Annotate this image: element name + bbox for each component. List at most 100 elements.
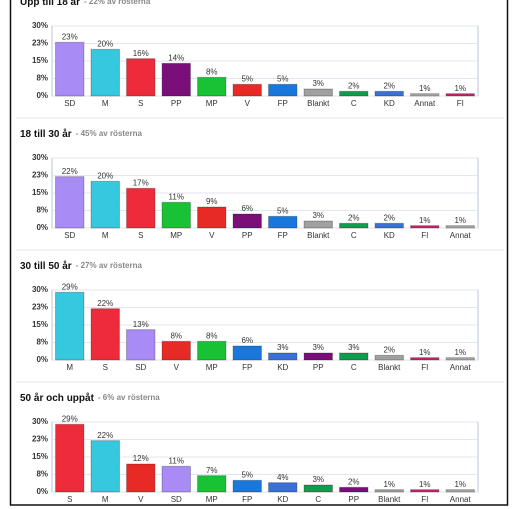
value-label: 3% <box>277 343 289 352</box>
bar <box>374 489 404 493</box>
value-label: 3% <box>312 475 324 484</box>
bar <box>197 475 227 493</box>
value-label: 3% <box>348 343 360 352</box>
bar <box>126 463 156 493</box>
bar <box>303 220 333 229</box>
value-label: 20% <box>97 171 113 180</box>
value-label: 1% <box>454 216 466 225</box>
x-tick-label: Blankt <box>307 231 330 240</box>
bar <box>339 486 369 493</box>
value-label: 6% <box>241 336 253 345</box>
value-label: 4% <box>277 473 289 482</box>
x-tick-label: KD <box>384 99 395 108</box>
bar <box>55 41 85 97</box>
x-tick-label: Annat <box>414 99 436 108</box>
section-title: 18 till 30 år - 45% av rösterna <box>20 128 143 140</box>
bar <box>161 62 191 97</box>
x-tick-label: MP <box>170 231 182 240</box>
y-tick-label: 30% <box>32 21 48 30</box>
value-label: 1% <box>419 84 431 93</box>
bar <box>410 93 440 97</box>
x-tick-label: Annat <box>450 363 472 372</box>
y-tick-label: 8% <box>36 338 48 347</box>
bar <box>197 76 227 97</box>
bar <box>126 58 156 97</box>
bar <box>232 479 262 493</box>
value-label: 2% <box>348 81 360 90</box>
x-tick-label: SD <box>64 231 75 240</box>
bar <box>303 88 333 97</box>
value-label: 22% <box>97 431 113 440</box>
value-label: 2% <box>383 213 395 222</box>
value-label: 20% <box>97 39 113 48</box>
x-tick-label: V <box>209 231 215 240</box>
value-label: 22% <box>62 167 78 176</box>
x-tick-label: PP <box>171 99 182 108</box>
bar <box>161 465 191 493</box>
x-tick-label: SD <box>135 363 146 372</box>
section-title: 50 år och uppåt - 6% av rösterna <box>20 392 160 404</box>
bar <box>268 215 298 229</box>
bar <box>410 489 440 493</box>
x-tick-label: KD <box>277 495 288 504</box>
value-label: 1% <box>454 348 466 357</box>
x-tick-label: MP <box>206 99 218 108</box>
x-tick-label: FI <box>421 231 428 240</box>
value-label: 7% <box>206 466 218 475</box>
value-label: 3% <box>312 211 324 220</box>
x-tick-label: S <box>138 99 143 108</box>
x-tick-label: FI <box>421 495 428 504</box>
x-tick-label: Annat <box>450 231 472 240</box>
bar <box>268 83 298 97</box>
value-label: 11% <box>169 192 184 201</box>
value-label: 11% <box>169 456 184 465</box>
x-tick-label: MP <box>206 363 218 372</box>
value-label: 2% <box>383 345 395 354</box>
y-tick-label: 8% <box>36 206 48 215</box>
value-label: 2% <box>348 213 360 222</box>
value-label: 5% <box>277 206 289 215</box>
value-label: 22% <box>97 299 113 308</box>
bar <box>410 225 440 229</box>
bar <box>90 308 120 361</box>
y-tick-label: 23% <box>32 39 48 48</box>
title: 30 till 50 år <box>20 260 72 272</box>
bar <box>339 90 369 97</box>
value-label: 3% <box>312 79 324 88</box>
y-tick-label: 15% <box>32 56 48 65</box>
bar <box>374 90 404 97</box>
bar <box>232 345 262 361</box>
subtitle: - 6% av rösterna <box>98 393 160 402</box>
value-label: 29% <box>62 282 78 291</box>
x-tick-label: PP <box>313 363 324 372</box>
x-tick-label: FP <box>278 231 288 240</box>
x-tick-label: S <box>67 495 72 504</box>
x-tick-label: FP <box>242 495 252 504</box>
x-tick-label: Blankt <box>378 363 401 372</box>
bar <box>374 354 404 361</box>
bar <box>268 352 298 361</box>
bar <box>197 206 227 229</box>
bar <box>90 180 120 229</box>
bar <box>303 352 333 361</box>
bar <box>445 357 475 361</box>
value-label: 23% <box>62 32 78 41</box>
section-title: 30 till 50 år - 27% av rösterna <box>20 260 143 272</box>
value-label: 8% <box>206 331 218 340</box>
x-tick-label: S <box>103 363 108 372</box>
bar <box>161 340 191 361</box>
x-tick-label: FI <box>421 363 428 372</box>
subtitle: - 45% av rösterna <box>76 129 143 138</box>
bar <box>126 329 156 361</box>
subtitle: - 22% av rösterna <box>84 0 151 6</box>
bar <box>374 222 404 229</box>
x-tick-label: FP <box>278 99 288 108</box>
x-tick-label: Annat <box>450 495 472 504</box>
x-tick-label: Blankt <box>307 99 330 108</box>
y-tick-label: 15% <box>32 452 48 461</box>
y-tick-label: 23% <box>32 435 48 444</box>
bar <box>445 225 475 229</box>
x-tick-label: FP <box>242 363 252 372</box>
x-tick-label: C <box>351 99 357 108</box>
